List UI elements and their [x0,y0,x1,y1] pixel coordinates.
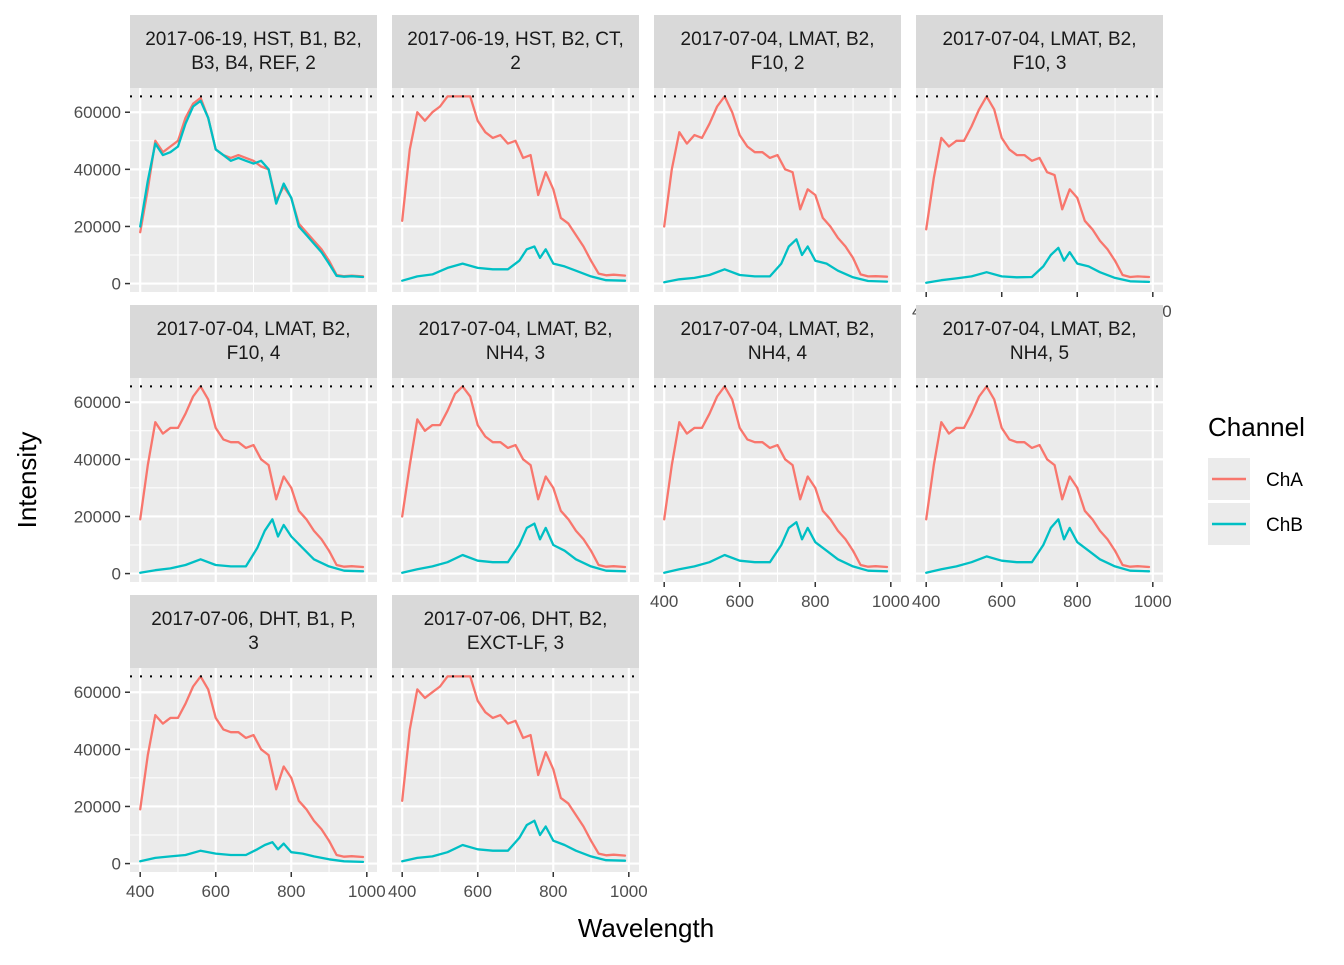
x-tick-label: 600 [988,592,1016,611]
y-tick-label: 60000 [74,683,121,702]
facet-strip-label: 2017-07-04, LMAT, B2, [681,319,875,340]
facet-strip [654,15,901,88]
facet-strip [130,305,377,378]
x-tick-label: 800 [277,882,305,901]
facet-strip [392,305,639,378]
facet-strip-label: 3 [248,633,259,654]
series-line-cha [925,385,1151,569]
y-tick-label: 20000 [74,217,121,236]
legend-label-chb: ChB [1266,515,1303,536]
facet-strip-label: EXCT-LF, 3 [467,633,564,654]
facet-strip [130,595,377,668]
series-line-cha [139,675,365,859]
facet-strip-label: 2017-07-04, LMAT, B2, [943,319,1137,340]
facet-panel: 2017-07-04, LMAT, B2, F10, 4 0 20000 40000 60… [74,305,377,584]
series-line-chb [139,841,365,864]
series-line-chb [401,819,627,863]
y-tick-label: 40000 [74,450,121,469]
facet-panel: 2017-07-06, DHT, B1, P, 3 0 20000 40000 60000… [74,595,386,901]
facet-panel: 2017-07-04, LMAT, B2, NH4, 5 400 600 800 1000 [912,305,1172,611]
series-line-cha [401,95,627,277]
x-tick-label: 800 [801,592,829,611]
x-tick-label: 800 [539,882,567,901]
facet-panels: 2017-06-19, HST, B1, B2,B3, B4, REF, 202… [74,15,1172,901]
facet-strip-label: 2017-07-06, DHT, B1, P, [151,609,356,630]
series-line-chb [663,521,889,574]
x-tick-label: 1000 [1134,592,1172,611]
y-tick-label: 40000 [74,160,121,179]
x-tick-label: 1000 [872,592,910,611]
x-tick-label: 600 [202,882,230,901]
series-line-cha [663,95,889,278]
facet-strip-label: 2017-06-19, HST, B1, B2, [145,29,362,50]
facet-strip-label: F10, 3 [1013,53,1067,74]
facet-panel: 2017-07-04, LMAT, B2, NH4, 3 [392,305,639,582]
x-tick-label: 1000 [610,882,648,901]
facet-strip-label: 2017-07-06, DHT, B2, [424,609,608,630]
y-tick-label: 60000 [74,103,121,122]
facet-strip-label: 2017-07-04, LMAT, B2, [157,319,351,340]
facet-strip [916,15,1163,88]
x-tick-label: 800 [1063,592,1091,611]
series-line-chb [139,99,365,279]
y-tick-label: 60000 [74,393,121,412]
facet-strip-label: B3, B4, REF, 2 [191,53,316,74]
x-tick-label: 400 [126,882,154,901]
facet-strip-label: NH4, 5 [1010,343,1069,364]
facet-strip-label: F10, 2 [751,53,805,74]
legend: Channel ChA ChB [1208,412,1305,545]
facet-strip [130,15,377,88]
x-tick-label: 400 [650,592,678,611]
facet-strip-label: NH4, 4 [748,343,808,364]
facet-strip [392,595,639,668]
series-line-chb [401,522,627,574]
facet-panel: 2017-06-19, HST, B2, CT, 2 [392,15,639,292]
facet-strip-label: 2017-07-04, LMAT, B2, [943,29,1137,50]
series-line-chb [925,518,1151,574]
x-tick-label: 600 [726,592,754,611]
series-line-chb [663,238,889,284]
x-tick-label: 400 [912,592,940,611]
y-tick-label: 0 [112,275,121,294]
facet-strip-label: 2017-07-04, LMAT, B2, [419,319,613,340]
series-line-chb [925,246,1151,284]
series-line-chb [401,245,627,282]
y-tick-label: 40000 [74,740,121,759]
facet-panel: 2017-07-04, LMAT, B2, F10, 2 [654,15,901,292]
y-tick-label: 0 [112,565,121,584]
facet-panel: 2017-06-19, HST, B1, B2, B3, B4, REF, 2 0 2… [74,15,377,294]
x-tick-label: 400 [388,882,416,901]
facet-panel: 2017-07-04, LMAT, B2, NH4, 4 400 600 800 1000 [650,305,910,611]
y-tick-label: 20000 [74,507,121,526]
series-line-chb [139,518,365,574]
x-axis-title: Wavelength [578,913,714,943]
facet-strip-label: 2017-07-04, LMAT, B2, [681,29,875,50]
y-tick-label: 20000 [74,797,121,816]
series-line-cha [401,675,627,857]
facet-strip [916,305,1163,378]
y-tick-label: 0 [112,855,121,874]
legend-title: Channel [1208,412,1305,442]
facet-strip [654,305,901,378]
series-line-cha [663,385,889,569]
facet-strip [392,15,639,88]
legend-label-cha: ChA [1266,470,1303,491]
facet-strip-label: NH4, 3 [486,343,545,364]
facet-strip-label: 2017-06-19, HST, B2, CT, [407,29,624,50]
y-axis-title: Intensity [12,432,42,529]
series-line-cha [139,96,365,278]
x-tick-label: 1000 [348,882,386,901]
series-line-cha [139,385,365,569]
facet-panel: 2017-07-06, DHT, B2, EXCT-LF, 3 400 600 800 1… [388,595,648,901]
series-line-cha [401,385,627,569]
x-tick-label: 600 [464,882,492,901]
facet-strip-label: F10, 4 [227,343,281,364]
series-line-cha [925,95,1151,279]
facet-strip-label: 2 [510,53,521,74]
